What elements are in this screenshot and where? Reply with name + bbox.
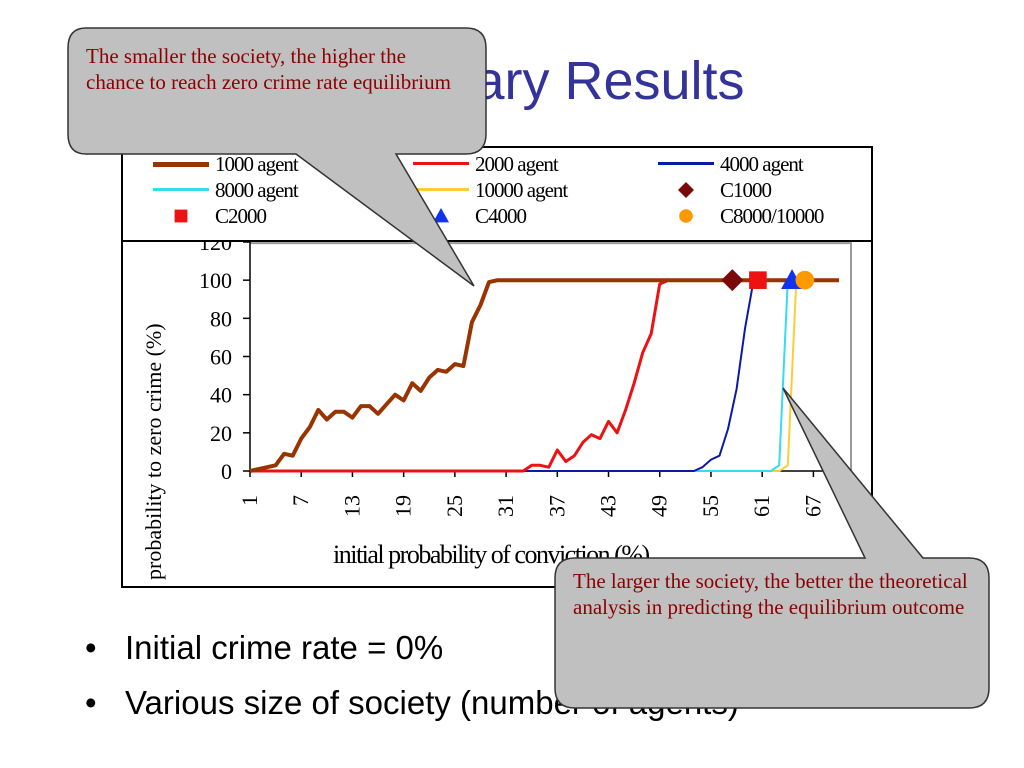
x-tick-label: 55 — [698, 495, 723, 517]
callout-left — [67, 27, 487, 287]
x-tick-label: 1 — [237, 495, 262, 506]
legend-item: C8000/10000 — [658, 203, 824, 228]
x-tick-label: 67 — [800, 495, 825, 517]
legend-item: C4000 — [413, 203, 527, 228]
x-tick-label: 19 — [391, 495, 416, 517]
legend-label: C2000 — [215, 203, 267, 228]
bullet-item: Initial crime rate = 0% — [85, 620, 739, 675]
legend-swatch — [658, 180, 714, 200]
y-tick-label: 80 — [210, 306, 232, 331]
y-tick-label: 120 — [199, 242, 232, 255]
legend-item: C1000 — [658, 177, 772, 202]
y-tick-label: 20 — [210, 421, 232, 446]
callout-left-text: The smaller the society, the higher the … — [86, 44, 451, 94]
theory-marker — [749, 271, 767, 289]
x-tick-label: 61 — [749, 495, 774, 517]
y-tick-label: 100 — [199, 268, 232, 293]
legend-item: 1000 agent — [153, 151, 299, 176]
x-tick-label: 25 — [442, 495, 467, 517]
legend-swatch — [153, 206, 209, 226]
legend-item: 10000 agent — [413, 177, 568, 202]
legend-swatch — [658, 154, 714, 174]
legend-swatch — [413, 206, 469, 226]
legend-swatch — [153, 154, 209, 174]
legend-marker — [174, 209, 188, 223]
legend-item: 4000 agent — [658, 151, 804, 176]
legend-item: 2000 agent — [413, 151, 559, 176]
legend-swatch — [153, 180, 209, 200]
legend-label: C4000 — [475, 203, 527, 228]
legend-swatch — [413, 154, 469, 174]
y-axis-label: probability to zero crime (%) — [141, 323, 166, 580]
x-tick-label: 31 — [493, 495, 518, 517]
y-tick-label: 0 — [221, 459, 232, 484]
callout-right-shape — [554, 387, 990, 709]
callout-right — [554, 387, 990, 709]
legend-label: C1000 — [720, 177, 772, 202]
legend-label: 10000 agent — [475, 177, 568, 202]
plot-area: 0 20 40 60 80 100 120 1 7 13 19 25 31 37 43 49 55 61 67 — [199, 242, 852, 517]
theory-marker — [795, 270, 815, 290]
x-tick-label: 7 — [288, 495, 313, 506]
legend-label: 1000 agent — [215, 151, 299, 176]
legend-swatch — [658, 206, 714, 226]
chart-frame: 1000 agent 2000 agent 4000 agent 8000 agent… — [121, 146, 873, 588]
legend-item: 8000 agent — [153, 177, 299, 202]
legend-marker — [433, 208, 449, 223]
series-line — [250, 279, 839, 472]
callout-left-shape — [67, 27, 487, 287]
theory-marker — [721, 269, 744, 292]
x-tick-label: 49 — [647, 495, 672, 517]
series-line — [250, 278, 839, 473]
legend-label: 2000 agent — [475, 151, 559, 176]
legend-label: 8000 agent — [215, 177, 299, 202]
y-tick-label: 40 — [210, 383, 232, 408]
legend-swatch — [413, 180, 469, 200]
x-tick-label: 37 — [544, 495, 569, 517]
series-line — [249, 278, 839, 473]
x-tick-label: 13 — [339, 495, 364, 517]
legend-marker — [678, 182, 694, 198]
legend-label: C8000/10000 — [720, 203, 824, 228]
x-tick-label: 43 — [596, 495, 621, 517]
y-tick-label: 60 — [210, 345, 232, 370]
plot-border — [250, 242, 852, 471]
legend-label: 4000 agent — [720, 151, 804, 176]
chart-legend: 1000 agent 2000 agent 4000 agent 8000 agent… — [123, 148, 871, 242]
callout-right-text: The larger the society, the better the t… — [573, 569, 968, 619]
legend-marker — [679, 209, 693, 223]
legend-item: C2000 — [153, 203, 267, 228]
